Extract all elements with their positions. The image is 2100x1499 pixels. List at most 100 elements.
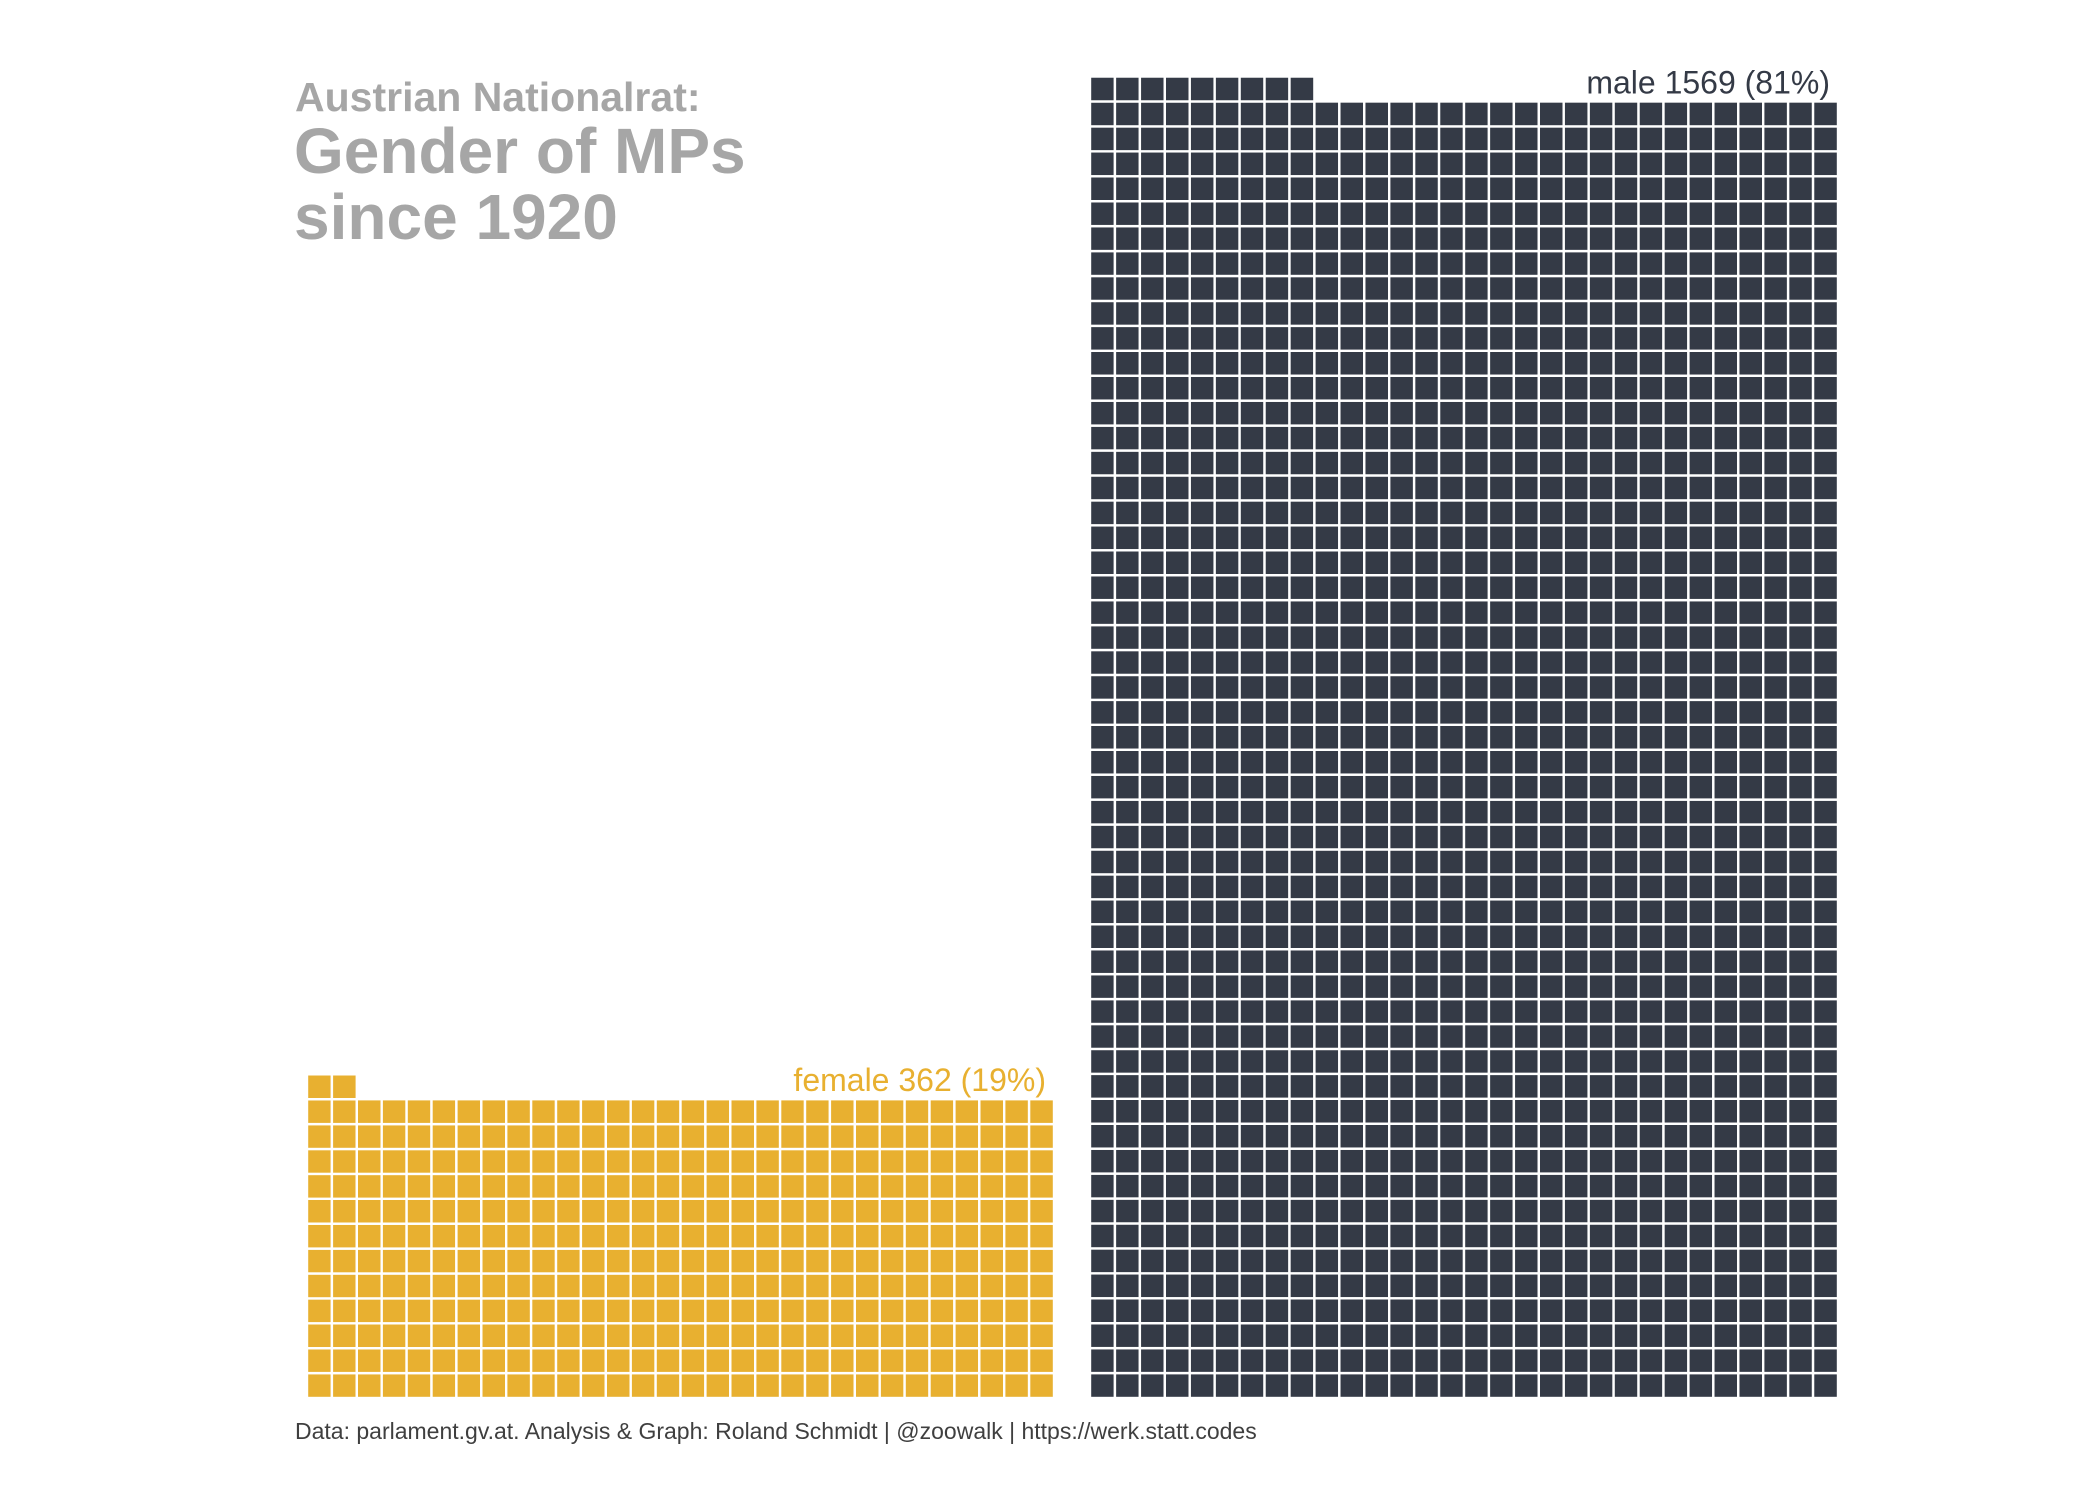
waffle-tile-male — [1537, 773, 1565, 801]
waffle-tile-female — [579, 1346, 608, 1375]
waffle-tile-female — [803, 1147, 832, 1176]
waffle-tile-male — [1338, 424, 1366, 452]
waffle-tile-male — [1512, 1072, 1540, 1100]
waffle-tile-male — [1263, 698, 1291, 726]
waffle-tile-male — [1587, 873, 1615, 901]
waffle-tile-male — [1188, 474, 1216, 502]
waffle-tile-male — [1662, 249, 1690, 278]
waffle-tile-male — [1537, 873, 1565, 901]
waffle-tile-male — [1537, 299, 1565, 328]
waffle-tile-male — [1113, 848, 1142, 876]
waffle-tile-male — [1412, 623, 1441, 652]
waffle-tile-male — [1338, 474, 1366, 502]
waffle-tile-male — [1238, 873, 1266, 901]
waffle-tile-male — [1412, 249, 1441, 278]
waffle-tile-male — [1387, 274, 1416, 303]
waffle-tile-male — [1288, 748, 1316, 776]
waffle-tile-female — [1003, 1197, 1031, 1225]
waffle-tile-male — [1811, 773, 1840, 801]
waffle-tile-male — [1138, 100, 1166, 128]
waffle-tile-male — [1138, 299, 1166, 328]
waffle-tile-male — [1163, 224, 1191, 253]
waffle-tile-male — [1163, 972, 1191, 1001]
waffle-tile-male — [1288, 598, 1316, 627]
waffle-tile-male — [1587, 324, 1615, 352]
waffle-tile-male — [1088, 748, 1117, 776]
waffle-tile-male — [1163, 623, 1191, 652]
waffle-tile-male — [1487, 274, 1516, 303]
waffle-tile-male — [1387, 1122, 1416, 1150]
waffle-tile-male — [1163, 299, 1191, 328]
waffle-tile-male — [1338, 1097, 1366, 1125]
waffle-tile-male — [1263, 399, 1291, 427]
waffle-tile-male — [1786, 324, 1815, 352]
waffle-tile-female — [629, 1197, 657, 1225]
waffle-tile-female — [828, 1147, 857, 1176]
waffle-tile-female — [928, 1371, 956, 1400]
waffle-tile-female — [704, 1122, 732, 1151]
waffle-tile-male — [1761, 399, 1790, 427]
waffle-tile-female — [953, 1197, 981, 1225]
waffle-tile-male — [1288, 349, 1316, 377]
waffle-tile-male — [1761, 648, 1790, 677]
waffle-tile-male — [1786, 1197, 1815, 1225]
waffle-tile-female — [903, 1147, 931, 1176]
waffle-tile-male — [1462, 399, 1491, 427]
waffle-tile-female — [704, 1297, 732, 1325]
waffle-tile-male — [1163, 1072, 1191, 1100]
waffle-tile-male — [1562, 1122, 1590, 1150]
waffle-tile-male — [1387, 773, 1416, 801]
waffle-tile-male — [1462, 1072, 1491, 1100]
waffle-tile-male — [1811, 798, 1840, 826]
waffle-tile-male — [1687, 449, 1715, 477]
waffle-tile-male — [1712, 773, 1740, 801]
waffle-tile-male — [1587, 1122, 1615, 1150]
waffle-tile-male — [1637, 823, 1665, 851]
waffle-tile-male — [1637, 673, 1665, 702]
waffle-tile-male — [1188, 449, 1216, 477]
waffle-tile-male — [1188, 150, 1216, 178]
waffle-tile-male — [1737, 1346, 1765, 1375]
waffle-tile-male — [1088, 798, 1117, 826]
waffle-tile-male — [1113, 1072, 1142, 1100]
waffle-tile-male — [1687, 524, 1715, 552]
waffle-tile-female — [629, 1147, 657, 1176]
waffle-tile-male — [1662, 274, 1690, 303]
waffle-tile-male — [1288, 873, 1316, 901]
waffle-tile-male — [1687, 923, 1715, 951]
waffle-tile-male — [1587, 299, 1615, 328]
waffle-tile-male — [1387, 574, 1416, 602]
waffle-tile-male — [1687, 1346, 1715, 1375]
waffle-tile-female — [604, 1097, 632, 1126]
waffle-tile-male — [1213, 1346, 1241, 1375]
waffle-tile-male — [1263, 374, 1291, 402]
waffle-tile-male — [1363, 449, 1391, 477]
waffle-tile-male — [1387, 1297, 1416, 1325]
waffle-tile-male — [1786, 449, 1815, 477]
waffle-tile-female — [505, 1272, 533, 1300]
waffle-tile-male — [1263, 1222, 1291, 1250]
waffle-tile-male — [1437, 1172, 1466, 1200]
waffle-tile-male — [1811, 249, 1840, 278]
waffle-tile-male — [1288, 324, 1316, 352]
waffle-tile-male — [1288, 823, 1316, 851]
waffle-tile-male — [1737, 1147, 1765, 1175]
waffle-tile-female — [355, 1222, 383, 1250]
waffle-tile-male — [1238, 75, 1266, 103]
waffle-tile-male — [1113, 823, 1142, 851]
waffle-tile-male — [1088, 598, 1117, 627]
waffle-tile-male — [1138, 1197, 1166, 1225]
waffle-tile-male — [1612, 150, 1640, 178]
waffle-tile-male — [1238, 349, 1266, 377]
waffle-tile-male — [1562, 1247, 1590, 1275]
waffle-tile-male — [1761, 773, 1790, 801]
waffle-tile-male — [1138, 574, 1166, 602]
waffle-tile-male — [1487, 549, 1516, 577]
waffle-tile-male — [1213, 549, 1241, 577]
waffle-tile-female — [928, 1346, 956, 1375]
waffle-tile-male — [1387, 1147, 1416, 1175]
waffle-tile-male — [1462, 1147, 1491, 1175]
waffle-tile-male — [1786, 1047, 1815, 1076]
waffle-tile-male — [1487, 1097, 1516, 1125]
waffle-tile-male — [1662, 1197, 1690, 1225]
